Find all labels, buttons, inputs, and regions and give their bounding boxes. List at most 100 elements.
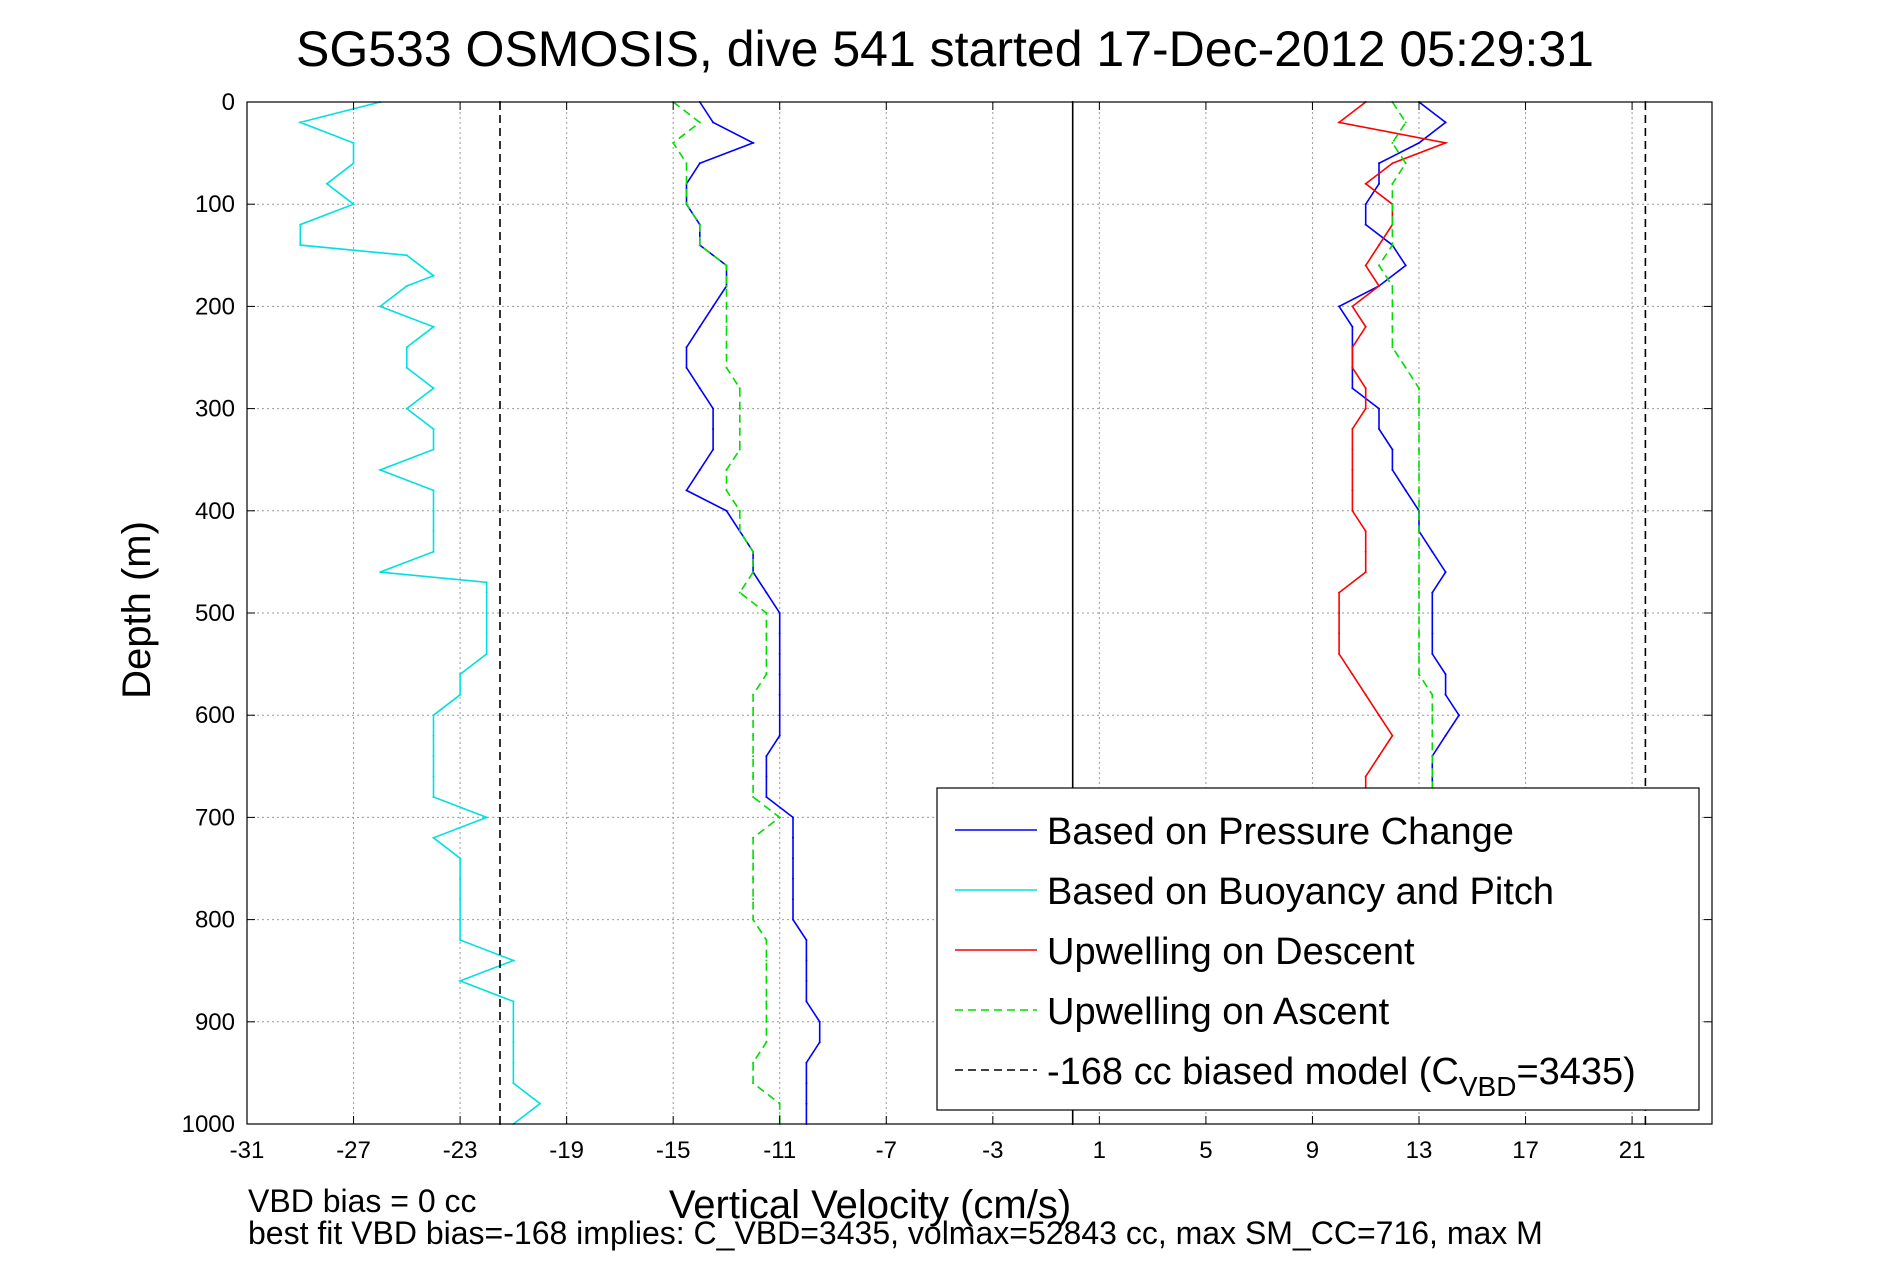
x-tick-label: -27 bbox=[336, 1137, 371, 1164]
legend-label-prefix: -168 cc biased model (C bbox=[1047, 1051, 1459, 1093]
series-0-point bbox=[778, 734, 781, 737]
series-2-point bbox=[405, 254, 408, 257]
series-2-point bbox=[512, 959, 515, 962]
series-5-point bbox=[1391, 305, 1394, 308]
series-2-point bbox=[432, 274, 435, 277]
series-3-point bbox=[1351, 346, 1354, 349]
series-4-point bbox=[752, 1082, 755, 1085]
series-4-point bbox=[685, 203, 688, 206]
series-0-point bbox=[778, 612, 781, 614]
series-0-point bbox=[712, 121, 715, 124]
series-0-point bbox=[792, 898, 794, 901]
series-3-point bbox=[1444, 141, 1447, 144]
legend-label: Upwelling on Ascent bbox=[1047, 991, 1390, 1033]
legend-label-subscript: VBD bbox=[1459, 1071, 1517, 1102]
series-3-point bbox=[1364, 571, 1367, 574]
series-2-point bbox=[512, 1061, 515, 1064]
y-axis-label: Depth (m) bbox=[115, 521, 159, 699]
series-0-point bbox=[712, 428, 715, 430]
series-3-point bbox=[1364, 407, 1367, 410]
series-5-point bbox=[1378, 264, 1380, 267]
series-4-point bbox=[752, 734, 755, 737]
series-2-point bbox=[485, 652, 488, 655]
x-tick-label: -7 bbox=[876, 1137, 897, 1164]
series-0-point bbox=[792, 877, 794, 880]
series-4-point bbox=[738, 530, 741, 533]
series-5-point bbox=[1418, 550, 1420, 553]
series-4-point bbox=[738, 407, 741, 410]
series-3-point bbox=[1338, 632, 1341, 635]
series-0-point bbox=[752, 141, 755, 144]
series-3-point bbox=[1351, 448, 1354, 451]
y-axis: 0 100 200 300 400 500 600 700 800 900 1000 bbox=[182, 89, 1712, 1138]
series-4-point bbox=[725, 366, 728, 369]
y-tick-label: 200 bbox=[195, 293, 235, 320]
x-tick-label: -11 bbox=[763, 1137, 796, 1164]
series-2-point bbox=[432, 448, 435, 451]
series-0-point bbox=[685, 366, 688, 369]
series-5-point bbox=[1418, 632, 1420, 635]
series-2-point bbox=[432, 775, 435, 778]
series-1-point bbox=[1431, 612, 1434, 614]
series-2-point bbox=[379, 305, 382, 308]
series-0-point bbox=[805, 1061, 808, 1064]
legend: Based on Pressure Change Based on Buoyanc… bbox=[936, 787, 1700, 1111]
series-3-point bbox=[1338, 591, 1341, 594]
series-4-point bbox=[685, 182, 688, 185]
series-1-point bbox=[1444, 571, 1447, 574]
series-2-point bbox=[352, 141, 355, 144]
series-line-2 bbox=[297, 101, 542, 1125]
series-4-point bbox=[752, 857, 755, 860]
series-4-point bbox=[738, 387, 741, 390]
series-1-point bbox=[1338, 305, 1341, 308]
series-5-point bbox=[1418, 530, 1420, 533]
series-0-point bbox=[685, 489, 688, 492]
series-2-point bbox=[459, 877, 462, 880]
series-0-point bbox=[778, 652, 781, 655]
series-1-point bbox=[1391, 468, 1394, 471]
series-4-point bbox=[672, 141, 675, 144]
series-1-point bbox=[1458, 714, 1460, 717]
series-5-point bbox=[1391, 203, 1394, 206]
series-3-point bbox=[1364, 530, 1367, 533]
series-4-point bbox=[752, 550, 755, 553]
x-tick-label: 17 bbox=[1512, 1137, 1539, 1164]
series-line-1 bbox=[1337, 101, 1460, 797]
y-tick-label: 100 bbox=[195, 191, 235, 218]
series-0-point bbox=[765, 796, 768, 798]
series-5-point bbox=[1418, 489, 1420, 492]
series-4-point bbox=[738, 448, 741, 451]
series-5-point bbox=[1418, 591, 1420, 594]
legend-box bbox=[936, 787, 1700, 1111]
series-3-point bbox=[1351, 468, 1354, 471]
x-axis: -31 -27 -23 -19 -15 -11 -7 -3 1 5 9 13 17 21 bbox=[230, 102, 1645, 1164]
series-4-point bbox=[765, 673, 768, 676]
series-2-point bbox=[432, 325, 435, 328]
legend-label: -168 cc biased model (CVBD=3435) bbox=[1047, 1051, 1636, 1102]
series-4-point bbox=[752, 714, 755, 717]
series-1-point bbox=[1444, 734, 1447, 737]
series-4-point bbox=[685, 162, 688, 165]
series-2-point bbox=[512, 1041, 515, 1044]
series-2-point bbox=[379, 468, 382, 471]
series-1-point bbox=[1378, 182, 1380, 185]
series-0-point bbox=[805, 1102, 808, 1105]
series-0-point bbox=[792, 816, 794, 819]
y-tick-label: 800 bbox=[195, 907, 235, 934]
series-1-point bbox=[1431, 591, 1434, 594]
series-0-point bbox=[698, 468, 701, 471]
series-5-point bbox=[1418, 468, 1420, 471]
series-0-point bbox=[805, 1082, 808, 1085]
series-4-point bbox=[765, 612, 768, 614]
series-3-point bbox=[1338, 652, 1341, 655]
y-tick-label: 300 bbox=[195, 396, 235, 423]
series-2-point bbox=[459, 979, 462, 982]
series-5-point bbox=[1418, 428, 1420, 430]
series-4-point bbox=[765, 1000, 768, 1003]
series-4-point bbox=[778, 1102, 781, 1105]
series-2-point bbox=[299, 244, 302, 247]
series-3-point bbox=[1351, 428, 1354, 430]
series-line-5 bbox=[1378, 101, 1434, 797]
series-2-point bbox=[299, 121, 302, 124]
series-4-point bbox=[765, 939, 768, 941]
